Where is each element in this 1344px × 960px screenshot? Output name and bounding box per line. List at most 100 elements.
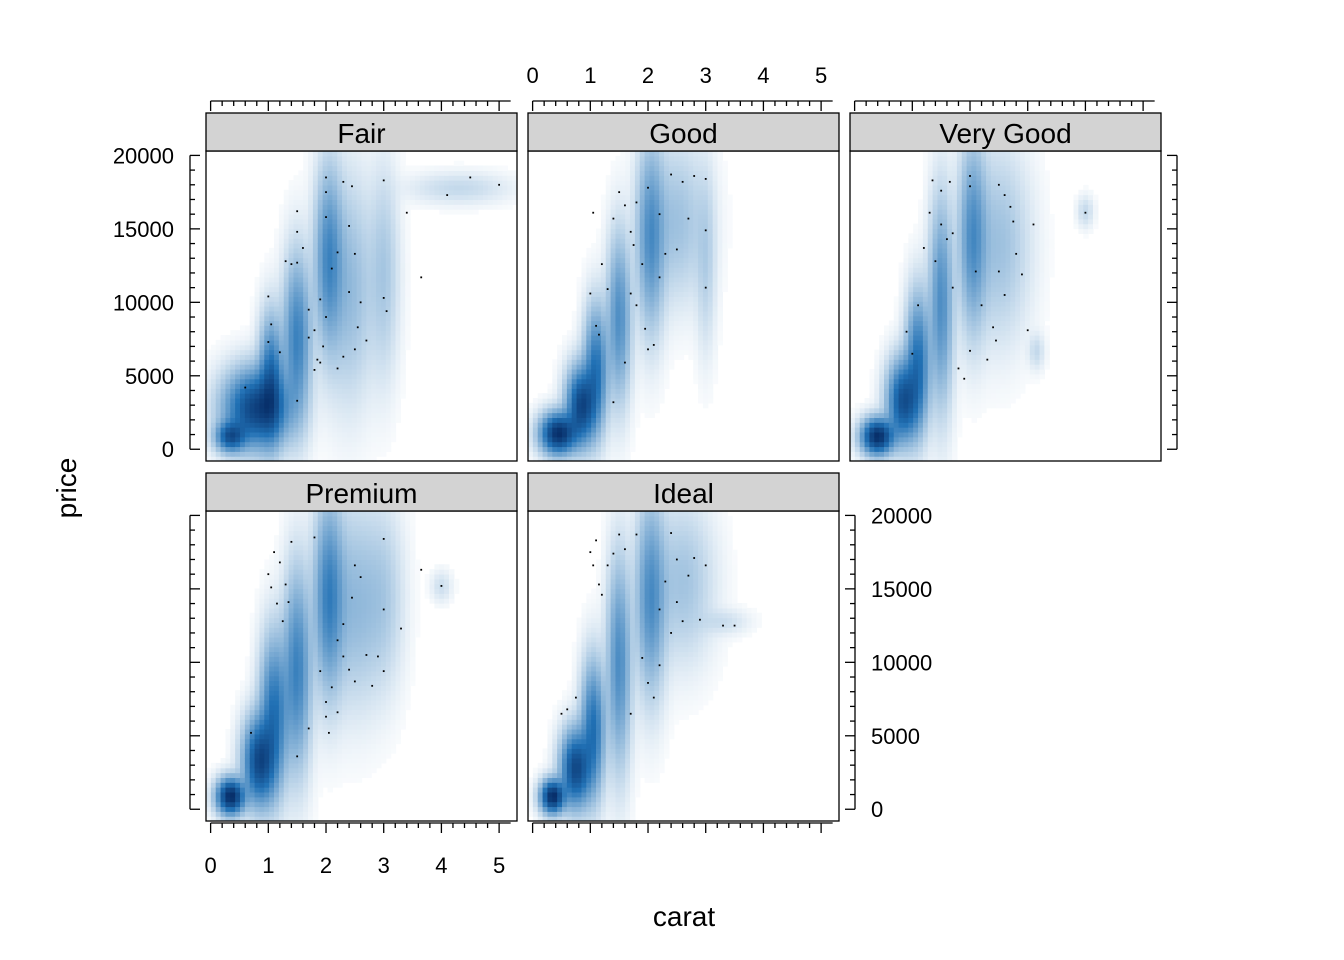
density-cell [380,344,387,351]
density-cell [707,243,714,249]
density-cell [707,199,714,205]
density-cell [937,339,943,346]
density-cell [288,446,295,452]
density-cell [288,199,295,205]
density-cell [376,286,382,293]
density-cell [630,209,636,215]
density-cell [908,325,914,331]
density-cell [893,315,900,322]
density-cell [322,441,329,448]
density-cell [702,339,709,346]
density-cell [317,456,324,461]
density-cell [274,306,280,312]
density-cell [688,325,694,331]
density-cell [380,267,387,273]
density-cell [698,339,704,346]
density-cell [346,330,353,336]
density-cell [342,184,348,191]
density-cell [249,398,256,404]
density-cell [707,354,714,360]
density-cell [893,407,900,414]
density-cell [927,436,934,443]
density-cell [249,402,256,409]
density-cell [942,286,948,293]
density-cell [332,267,338,273]
density-cell [380,368,387,375]
density-cell [620,335,626,341]
density-cell [332,320,338,326]
density-cell [615,422,621,428]
density-cell [942,383,948,389]
density-cell [312,213,319,220]
density-cell [884,373,890,380]
density-cell [400,204,406,210]
density-cell [918,272,924,278]
density-cell [244,368,251,375]
density-cell [644,262,651,268]
density-cell [312,339,319,346]
density-cell [722,257,728,263]
density-cell [288,359,295,365]
density-cell [605,378,612,385]
density-cell [562,431,568,438]
density-cell [327,286,333,293]
density-cell [879,378,885,385]
density-cell [537,427,544,433]
density-cell [922,402,929,409]
density-cell [927,199,934,205]
density-cell [615,446,621,452]
density-cell [874,388,880,394]
density-cell [274,388,280,394]
density-cell [274,427,280,433]
density-cell [922,160,929,167]
density-cell [673,286,680,293]
density-cell [864,431,871,438]
density-cell [537,422,544,428]
density-cell [492,165,499,171]
density-cell [942,301,948,307]
density-cell [898,339,905,346]
density-cell [707,301,714,307]
density-cell [654,325,660,331]
density-cell [298,422,304,428]
density-cell [727,243,733,249]
density-cell [390,402,397,409]
density-cell [913,291,919,297]
density-cell [366,257,372,263]
density-cell [288,320,295,326]
density-cell [605,218,612,225]
density-cell [317,412,324,418]
density-cell [380,247,387,254]
density-cell [610,160,617,167]
density-cell [586,296,592,302]
density-cell [937,306,943,312]
density-cell [649,199,655,205]
density-cell [673,310,680,317]
density-cell [922,431,929,438]
density-cell [230,412,236,418]
density-cell [278,243,285,249]
density-cell [615,291,621,297]
density-cell [410,189,416,196]
density-cell [625,364,631,370]
density-cell [664,335,670,341]
density-cell [283,349,290,356]
density-cell [639,204,646,210]
density-cell [380,175,387,181]
density-cell [380,393,387,399]
density-cell [586,330,592,336]
density-cell [620,175,626,181]
density-cell [385,199,392,205]
density-cell [419,194,426,201]
density-cell [346,199,353,205]
density-cell [605,451,612,457]
density-cell [859,431,866,438]
density-cell [908,456,914,461]
density-cell [210,427,217,433]
density-cell [922,359,929,365]
density-cell [249,306,256,312]
density-cell [634,175,641,181]
density-cell [634,228,641,234]
density-cell [571,310,578,317]
density-cell [610,364,617,370]
